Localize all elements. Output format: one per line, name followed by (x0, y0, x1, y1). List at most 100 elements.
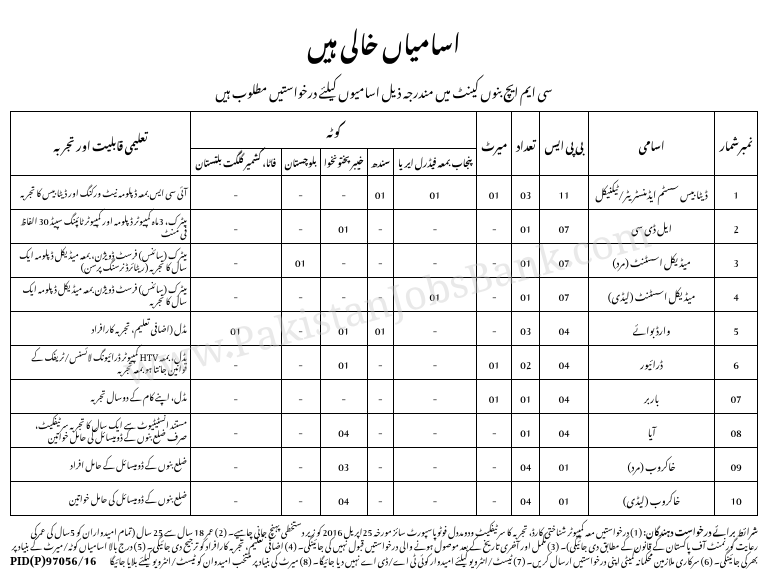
cell-sindh: - (368, 244, 394, 278)
cell-kpk: 04 (320, 414, 367, 448)
jobs-table: نمبرشمار اسامی بی پی ایس تعداد میرٹ کوٹہ… (10, 111, 758, 516)
cell-count: 03 (512, 312, 540, 346)
col-balochistan: بلوچستان (281, 149, 320, 176)
cell-post: آیا (588, 414, 714, 448)
cell-sindh: - (368, 278, 394, 312)
cell-post: خاکروب (مرد) (588, 448, 714, 482)
cell-count: 01 (512, 244, 540, 278)
table-row: 1ڈیٹا بیس سسٹم ایڈمنسٹریٹر/ٹیکنیکل110301… (11, 176, 758, 210)
cell-count: 04 (512, 482, 540, 516)
cell-merit: 01 (477, 346, 512, 380)
cell-kpk: 01 (320, 210, 367, 244)
cell-kpk: - (320, 244, 367, 278)
cell-serial: 08 (715, 414, 758, 448)
cell-sindh: - (368, 448, 394, 482)
cell-qualification: میٹرک، 3ماہ کمپیوٹر ڈپلومہ اور کمپیوٹر ٹ… (11, 210, 191, 244)
cell-punjab: - (393, 210, 477, 244)
col-post: اسامی (588, 112, 714, 176)
cell-qualification: میٹرک (سائنس) فرسٹ ڈویژن بمعہ میڈیکل ڈپل… (11, 278, 191, 312)
cell-sindh: - (368, 210, 394, 244)
cell-sindh: 01 (368, 176, 394, 210)
cell-merit: - (477, 278, 512, 312)
cell-qualification: مڈل، اپنے کام کے دوسال تجربہ (11, 380, 191, 414)
cell-balochistan: 01 (281, 244, 320, 278)
cell-serial: 5 (715, 312, 758, 346)
col-serial: نمبرشمار (715, 112, 758, 176)
cell-serial: 3 (715, 244, 758, 278)
cell-fata: - (191, 380, 282, 414)
cell-merit: 01 (477, 176, 512, 210)
table-row: 5وارڈ بوائے0403--0101-01مڈل (اضافی تعلیم… (11, 312, 758, 346)
table-row: 2ایل ڈی سی0701---01--میٹرک، 3ماہ کمپیوٹر… (11, 210, 758, 244)
col-quota: کوٹہ (191, 112, 477, 149)
cell-fata: - (191, 278, 282, 312)
cell-fata: - (191, 482, 282, 516)
cell-balochistan: - (281, 278, 320, 312)
cell-bps: 04 (540, 312, 589, 346)
cell-post: ڈرائیور (588, 346, 714, 380)
cell-kpk: - (320, 176, 367, 210)
cell-bps: 04 (540, 346, 589, 380)
cell-merit: - (477, 448, 512, 482)
cell-punjab: - (393, 312, 477, 346)
cell-fata: - (191, 448, 282, 482)
cell-fata: - (191, 210, 282, 244)
cell-bps: 01 (540, 448, 589, 482)
cell-count: 01 (512, 380, 540, 414)
cell-post: میڈیکل اسسٹنٹ (مرد) (588, 244, 714, 278)
page-header: اسامیاں خالی ہیں سی ایم ایچ بنوں کینٹ می… (10, 10, 758, 106)
cell-post: ایل ڈی سی (588, 210, 714, 244)
cell-punjab: - (393, 346, 477, 380)
cell-bps: 04 (540, 380, 589, 414)
cell-sindh: - (368, 346, 394, 380)
cell-balochistan: - (281, 346, 320, 380)
cell-fata: - (191, 244, 282, 278)
cell-serial: 10 (715, 482, 758, 516)
cell-punjab: 01 (393, 278, 477, 312)
cell-punjab: - (393, 414, 477, 448)
cell-kpk: 01 (320, 312, 367, 346)
cell-post: میڈیکل اسسٹنٹ (لیڈی) (588, 278, 714, 312)
table-row: 3میڈیکل اسسٹنٹ (مرد)0701----01-میٹرک (سا… (11, 244, 758, 278)
cell-bps: 01 (540, 482, 589, 516)
cell-serial: 6 (715, 346, 758, 380)
cell-merit: - (477, 244, 512, 278)
cell-bps: 11 (540, 176, 589, 210)
cell-serial: 07 (715, 380, 758, 414)
cell-serial: 09 (715, 448, 758, 482)
cell-serial: 4 (715, 278, 758, 312)
cell-merit: - (477, 414, 512, 448)
cell-fata: - (191, 346, 282, 380)
table-row: 10خاکروب (لیڈی)0104---04--ضلع بنوں کے ڈو… (11, 482, 758, 516)
cell-punjab: - (393, 482, 477, 516)
col-kpk: خیبر پختونخوا (320, 149, 367, 176)
cell-bps: 07 (540, 210, 589, 244)
cell-count: 01 (512, 210, 540, 244)
table-row: 08آیا0401---04--مستند انسٹیٹیوٹ سے ایک س… (11, 414, 758, 448)
cell-post: ڈیٹا بیس سسٹم ایڈمنسٹریٹر/ٹیکنیکل (588, 176, 714, 210)
cell-count: 02 (512, 346, 540, 380)
cell-punjab: 01 (393, 176, 477, 210)
col-bps: بی پی ایس (540, 112, 589, 176)
cell-balochistan: - (281, 414, 320, 448)
cell-bps: 07 (540, 244, 589, 278)
cell-qualification: آئی سی ایس بمعہ ڈپلومہ نیٹ ورکنگ اور ڈیٹ… (11, 176, 191, 210)
cell-qualification: میٹرک (سائنس) فرسٹ ڈویژن، بمعہ میڈیکل ڈپ… (11, 244, 191, 278)
cell-sindh: 01 (368, 312, 394, 346)
cell-kpk: - (320, 380, 367, 414)
cell-kpk: 04 (320, 482, 367, 516)
cell-count: 03 (512, 176, 540, 210)
cell-bps: 04 (540, 414, 589, 448)
cell-count: 01 (512, 414, 540, 448)
cell-sindh: - (368, 414, 394, 448)
cell-merit: - (477, 482, 512, 516)
col-count: تعداد (512, 112, 540, 176)
cell-post: باربر (588, 380, 714, 414)
main-title: اسامیاں خالی ہیں (10, 10, 758, 70)
cell-fata: 01 (191, 312, 282, 346)
cell-kpk: 01 (320, 346, 367, 380)
cell-punjab: - (393, 380, 477, 414)
cell-count: 04 (512, 448, 540, 482)
cell-bps: 07 (540, 278, 589, 312)
subtitle: سی ایم ایچ بنوں کینٹ میں مندرجہ ذیل اسام… (10, 73, 758, 106)
